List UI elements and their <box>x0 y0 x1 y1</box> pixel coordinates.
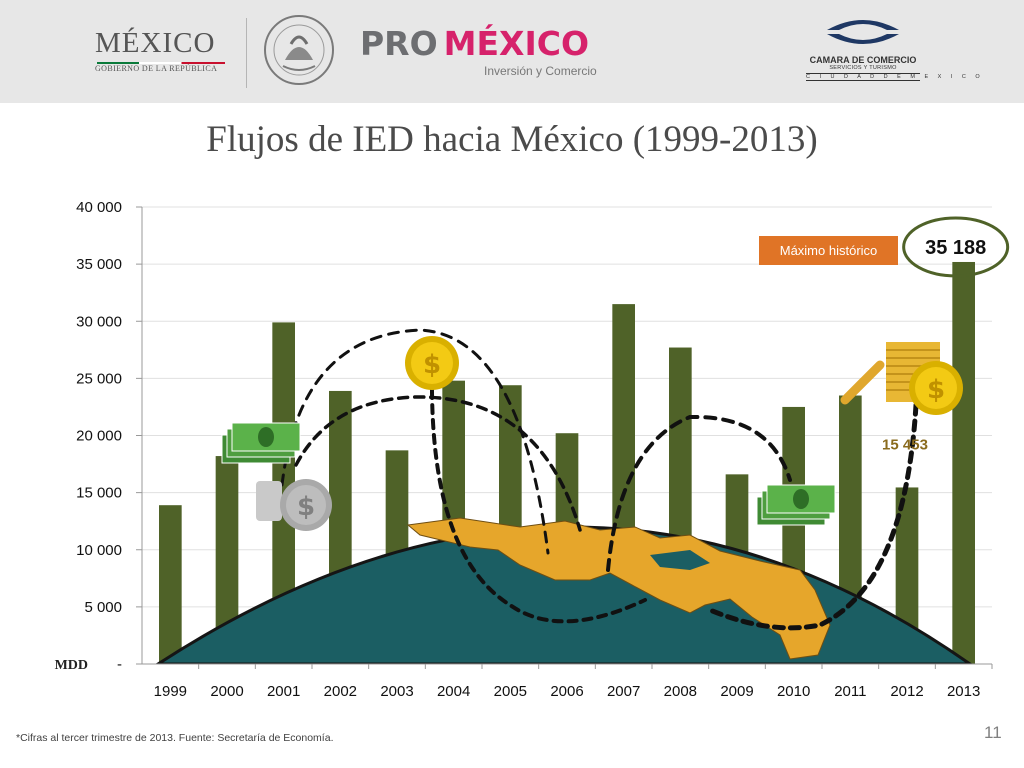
gold-coin-icon: $ <box>405 336 459 390</box>
x-tick-label-2001: 2001 <box>267 683 300 700</box>
gobierno-mexico-logo: MÉXICO GOBIERNO DE LA REPÚBLICA <box>95 28 235 84</box>
fdi-bar-chart: $ $ $ - 5 000 10 000 15 000 20 000 25 000 30 0… <box>55 199 1010 700</box>
x-tick-label-1999: 1999 <box>154 683 187 700</box>
svg-text:$: $ <box>927 375 945 405</box>
x-tick-label-2009: 2009 <box>720 683 753 700</box>
gold-coin-stack-icon: $ <box>840 342 963 415</box>
bar-2013 <box>952 261 975 664</box>
x-tick-label-2000: 2000 <box>210 683 243 700</box>
x-tick-label-2008: 2008 <box>664 683 697 700</box>
y-tick-label: 5 000 <box>84 599 122 616</box>
bar-2000 <box>215 456 239 664</box>
x-tick-label-2011: 2011 <box>834 683 866 700</box>
y-tick-label: 10 000 <box>76 542 122 559</box>
silver-coin-icon: $ <box>256 479 332 531</box>
x-tick-label-2004: 2004 <box>437 683 470 700</box>
logo-promexico-subtitle: Inversión y Comercio <box>484 64 597 78</box>
y-axis-unit-label: MDD <box>55 658 88 673</box>
camara-comercio-logo: CAMARA DE COMERCIO SERVICIOS Y TURISMO C… <box>800 16 984 96</box>
y-tick-label: 30 000 <box>76 313 122 330</box>
value-2012-label: 15 453 <box>882 436 928 453</box>
y-tick-label: 25 000 <box>76 370 122 387</box>
x-tick-label-2005: 2005 <box>494 683 527 700</box>
coat-of-arms-seal-icon <box>264 15 334 85</box>
promexico-logo: PRO MÉXICO Inversión y Comercio <box>360 24 610 84</box>
x-tick-label-2006: 2006 <box>550 683 583 700</box>
canaco-name: CAMARA DE COMERCIO <box>809 55 917 65</box>
source-footnote: *Cifras al tercer trimestre de 2013. Fue… <box>16 732 334 744</box>
historic-max-badge: Máximo histórico <box>759 236 898 265</box>
svg-text:$: $ <box>423 350 441 380</box>
flag-stripe <box>97 62 225 64</box>
y-tick-label: 20 000 <box>76 428 122 445</box>
y-tick-label: 35 000 <box>76 256 122 273</box>
banknote-stack-icon <box>756 484 836 526</box>
logo-gobierno-subtitle: GOBIERNO DE LA REPÚBLICA <box>95 64 218 73</box>
money-coin-icons: $ $ $ <box>221 336 963 531</box>
x-tick-label-2003: 2003 <box>380 683 413 700</box>
x-tick-label-2010: 2010 <box>777 683 810 700</box>
y-tick-label: 40 000 <box>76 199 122 216</box>
max-value-highlight-ellipse <box>902 216 1010 278</box>
logo-divider <box>246 18 247 88</box>
x-tick-label-2002: 2002 <box>324 683 357 700</box>
bar-1999 <box>159 505 182 664</box>
investment-flow-arrows <box>280 328 919 631</box>
x-tick-label-2013: 2013 <box>947 683 980 700</box>
y-tick-label: 15 000 <box>76 485 122 502</box>
logo-mexico-text: MÉXICO <box>443 24 590 63</box>
canaco-services: SERVICIOS Y TURISMO <box>829 65 897 71</box>
logo-pro-text: PRO <box>360 24 438 63</box>
page-number: 11 <box>984 723 1002 742</box>
logo-mexico-word: MÉXICO <box>95 27 216 59</box>
y-tick-label: - <box>117 656 122 673</box>
header-banner: MÉXICO GOBIERNO DE LA REPÚBLICA PRO MÉXIC… <box>0 0 1024 103</box>
max-value-label: 35 188 <box>925 237 986 259</box>
x-tick-label-2007: 2007 <box>607 683 640 700</box>
slide-title: Flujos de IED hacia México (1999-2013) <box>206 119 818 160</box>
earth-illustration <box>155 517 973 664</box>
banknote-stack-icon <box>221 422 301 464</box>
canaco-city: C I U D A D D E M E X I C O <box>806 73 984 81</box>
x-tick-label-2012: 2012 <box>890 683 923 700</box>
canaco-emblem-icon <box>827 20 899 44</box>
svg-text:$: $ <box>297 492 315 522</box>
